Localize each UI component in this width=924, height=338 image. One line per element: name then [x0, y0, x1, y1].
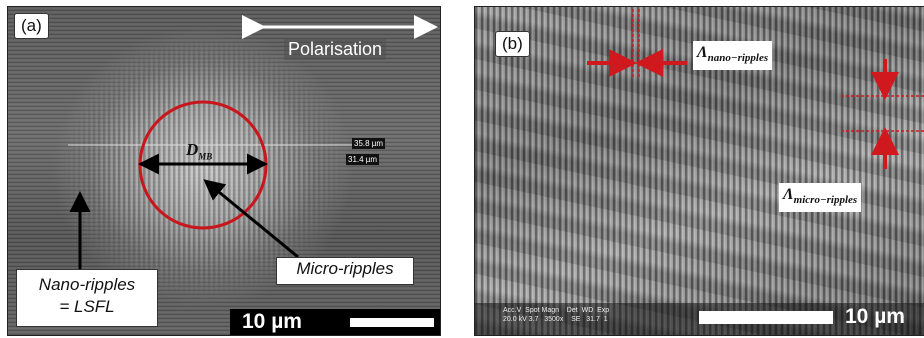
measurement-tag-2: 31.4 µm	[346, 154, 380, 165]
panel-b-annotations	[587, 9, 924, 169]
measurement-tag-1: 35.8 µm	[352, 138, 386, 149]
sem-metadata: Acc.V Spot Magn Det WD Exp 20.0 kV 3.7 3…	[503, 307, 610, 323]
polarisation-label: Polarisation	[284, 39, 387, 60]
diameter-label: DMB	[186, 140, 213, 162]
panel-a-label: (a)	[14, 13, 49, 39]
scale-label-a: 10 µm	[242, 310, 302, 333]
scale-bar-line-a	[350, 318, 434, 327]
micro-ripples-callout: Micro-ripples	[276, 257, 414, 285]
scale-bar-a: 10 µm	[230, 309, 440, 335]
panel-a-annotations	[68, 15, 438, 269]
lambda-nano-label: Λnano−ripples	[693, 41, 773, 71]
nano-ripples-callout: Nano-ripples = LSFL	[16, 269, 158, 327]
scale-bar-b: 10 µm	[699, 305, 924, 329]
scale-bar-line-b	[699, 311, 833, 324]
sem-image-panel-a: (a) Polarisation DMB 35.8 µm 31.4 µm Mic…	[7, 6, 441, 336]
sem-image-panel-b: (b) Λnano−ripples Λmicro−ripples Acc.V S…	[474, 6, 924, 336]
scale-label-b: 10 µm	[845, 305, 905, 328]
micro-ripples-arrow	[203, 179, 299, 259]
lambda-micro-label: Λmicro−ripples	[779, 183, 862, 213]
panel-b-label: (b)	[495, 31, 530, 57]
